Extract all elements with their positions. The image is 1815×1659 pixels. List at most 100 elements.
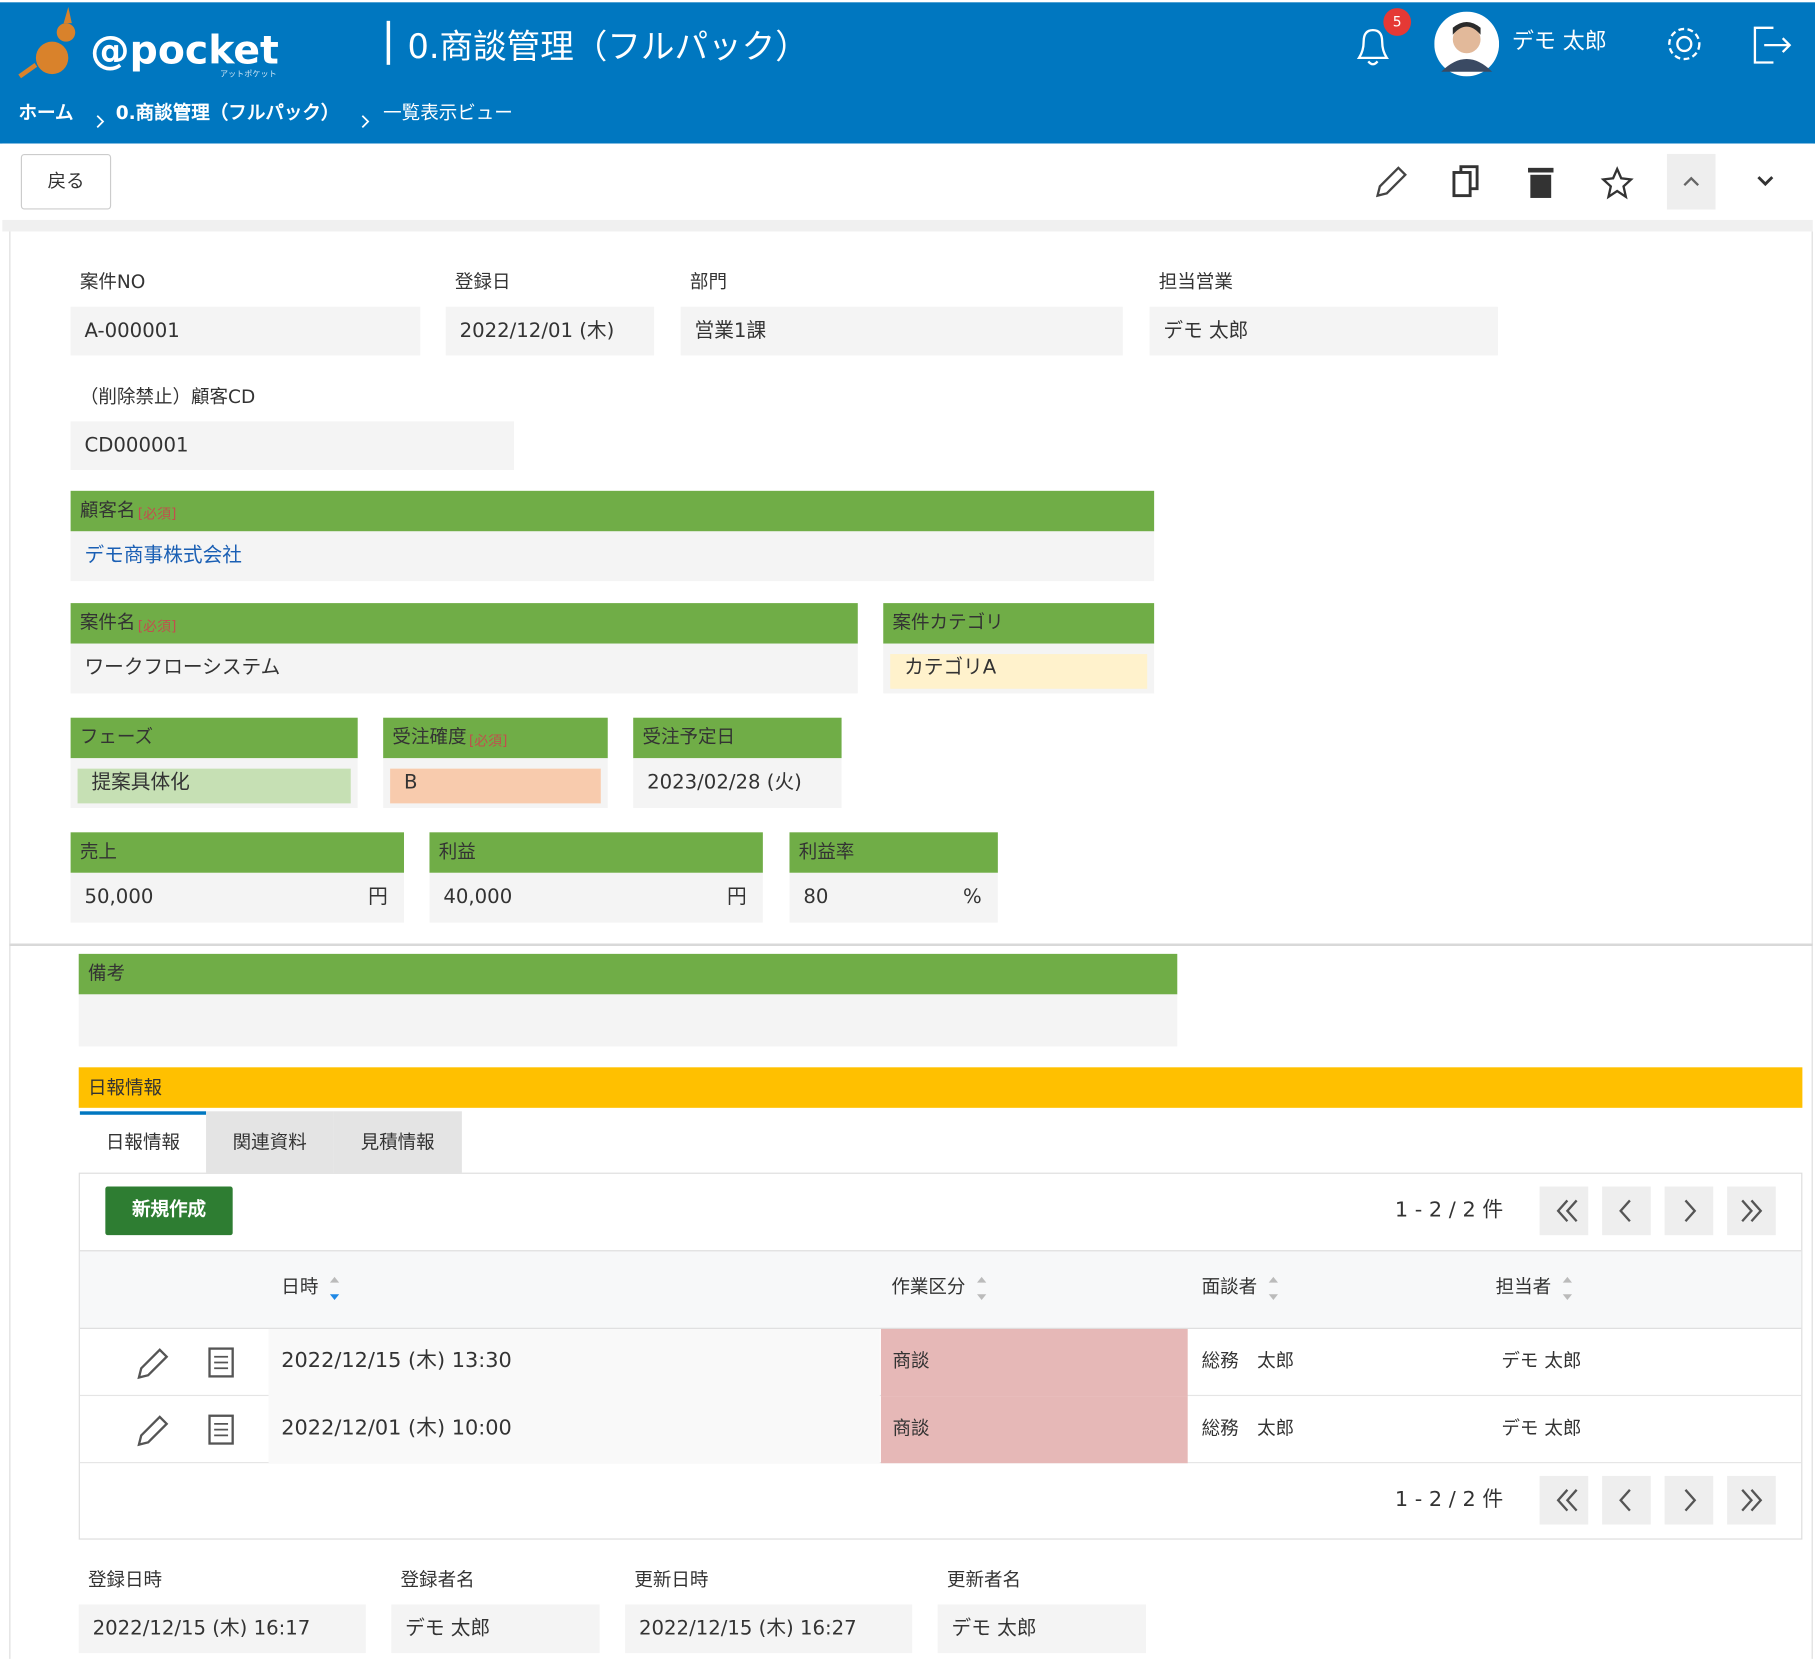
new-button[interactable] [105,1186,233,1236]
pager-button[interactable] [1539,1186,1589,1236]
sort-icon[interactable] [323,1269,358,1308]
pager-button[interactable] [1539,1475,1589,1525]
breadcrumb: 一覧表示ビュー [383,101,513,124]
app-header [0,2,1815,144]
column-header[interactable]: 面談者 [1201,1275,1258,1298]
detail-card [9,231,1813,945]
row-cell [268,1396,880,1464]
row-detail-icon[interactable] [204,1343,239,1382]
tab[interactable] [79,1111,207,1173]
logout-icon[interactable] [1750,23,1794,67]
tab-label[interactable]: 関連資料 [232,1130,307,1153]
row-edit-icon[interactable] [134,1343,169,1382]
logo: @pocket [90,27,279,75]
pager-icon[interactable] [1738,1481,1773,1520]
tab-label[interactable]: 見積情報 [360,1130,435,1153]
row-cell [268,1328,880,1397]
field-box [1149,306,1498,356]
logo-icon [18,6,76,79]
cell-text: デモ 太郎 [1501,1349,1582,1372]
column-header[interactable]: 担当者 [1495,1275,1552,1298]
cell-text: 2022/12/01 (木) 10:00 [281,1415,512,1441]
field-label: 部門 [689,270,727,293]
cell-text: 2022/12/15 (木) 13:30 [281,1348,512,1373]
field-header [70,603,858,644]
field-value: 80 [803,885,829,909]
field-chip [77,768,351,804]
pager-icon[interactable] [1738,1191,1773,1230]
cell-text: 総務 太郎 [1201,1349,1295,1372]
pager-icon[interactable] [1547,1191,1582,1230]
delete-icon[interactable] [1523,163,1558,200]
user-name[interactable]: デモ 太郎 [1511,28,1607,55]
category-cell [880,1396,1188,1464]
field-value: ワークフローシステム [84,656,281,680]
field-header [70,832,405,873]
pager-icon[interactable] [1609,1481,1644,1520]
avatar[interactable] [1434,11,1500,77]
toolbar [2,143,1813,220]
row-detail-icon[interactable] [204,1410,239,1449]
field-unit: 円 [726,885,747,909]
field-value: CD000001 [84,434,189,458]
column-header[interactable]: 日時 [281,1275,319,1298]
category-cell [880,1328,1188,1397]
field-header [789,832,998,873]
pager-button[interactable] [1602,1186,1651,1236]
row-edit-icon[interactable] [134,1410,169,1449]
tab-label[interactable]: 日報情報 [105,1130,181,1153]
tab[interactable] [333,1111,462,1173]
field-box [789,872,998,923]
toolbar-gap [2,219,1813,232]
field-label: 受注確度 [392,725,467,748]
up-icon[interactable] [1680,171,1703,190]
field-box [445,306,655,356]
field-value[interactable]: デモ商事株式会社 [84,544,242,568]
field-value: 40,000 [443,885,513,909]
breadcrumb[interactable]: ホーム [18,101,74,124]
section-title: 日報情報 [87,1076,163,1099]
back-button[interactable] [20,153,112,210]
bell-icon[interactable] [1350,21,1396,70]
sort-icon[interactable] [970,1269,1005,1308]
field-label: 利益 [438,840,476,863]
sort-icon[interactable] [1262,1269,1297,1308]
favorite-icon[interactable] [1600,166,1635,201]
field-label: 案件カテゴリ [892,611,1004,634]
settings-icon[interactable] [1662,22,1706,66]
field-label: 利益率 [798,840,855,863]
tab[interactable] [206,1111,334,1173]
down-icon[interactable] [1754,171,1777,190]
table-panel [78,1172,1803,1540]
back-label[interactable]: 戻る [47,170,85,193]
sort-icon[interactable] [1556,1269,1591,1308]
field-unit: 円 [368,885,388,909]
cell-text: 商談 [892,1349,930,1372]
field-label: （削除禁止）顧客CD [79,385,256,408]
pager-button[interactable] [1664,1186,1714,1236]
field-label: フェーズ [79,725,154,748]
column-header[interactable]: 作業区分 [891,1275,966,1298]
pagination-text: 1 - 2 / 2 件 [1394,1487,1504,1512]
field-value: デモ 太郎 [951,1617,1037,1641]
required-mark: [必須] [137,618,177,635]
copy-icon[interactable] [1449,163,1484,200]
title-separator [386,20,391,65]
required-mark: [必須] [468,732,508,749]
pager-icon[interactable] [1672,1481,1707,1520]
pager-icon[interactable] [1547,1481,1582,1520]
pager-button[interactable] [1664,1475,1714,1525]
pager-icon[interactable] [1672,1191,1707,1230]
pager-button[interactable] [1602,1475,1651,1525]
field-header [883,603,1155,644]
prev-record-button[interactable] [1666,153,1716,210]
edit-icon[interactable] [1373,163,1410,200]
field-header [70,490,1155,532]
new-button-label[interactable]: 新規作成 [131,1198,207,1221]
cell-text: 総務 太郎 [1201,1416,1295,1439]
breadcrumb[interactable]: 0.商談管理（フルパック） [115,101,340,124]
field-box [78,1604,366,1654]
page-title: 0.商談管理（フルパック） [407,26,809,66]
pager-icon[interactable] [1609,1191,1644,1230]
